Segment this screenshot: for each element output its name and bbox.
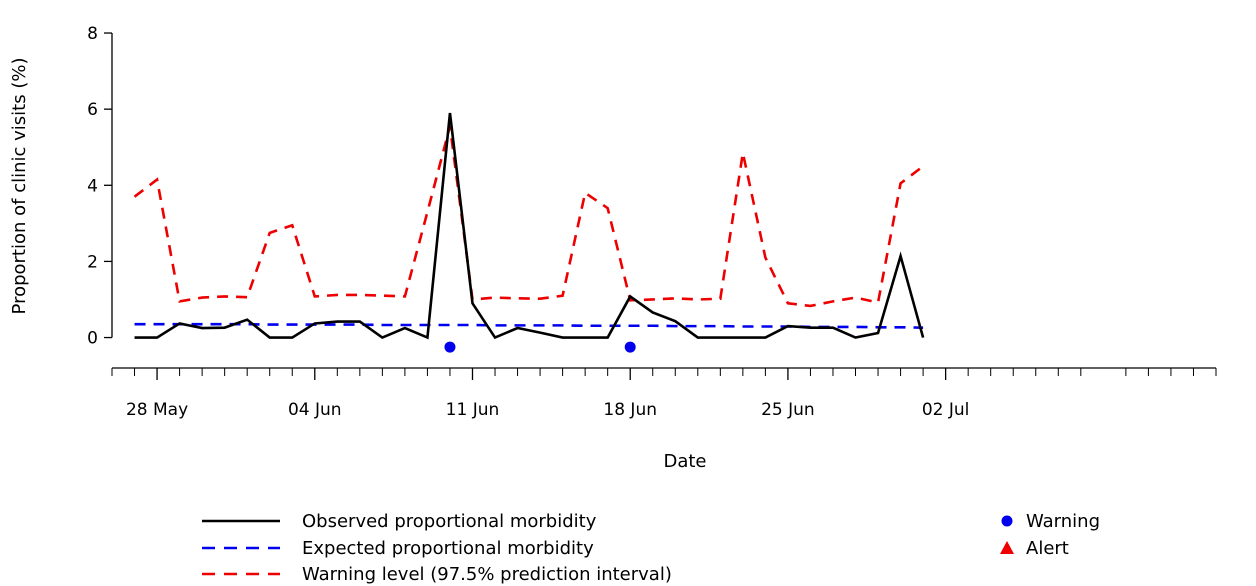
- y-tick-label: 4: [87, 176, 98, 196]
- y-tick-label: 2: [87, 252, 98, 272]
- y-axis-title: Proportion of clinic visits (%): [9, 58, 30, 315]
- legend-label: Observed proportional morbidity: [302, 511, 597, 532]
- x-axis-title: Date: [663, 451, 706, 472]
- legend-label: Warning: [1026, 511, 1100, 532]
- axes: 0 2 4 6 8 28 May 04 Jun 11 Jun 18 Jun 25 Jun 02 Ju…: [87, 24, 1217, 420]
- warning-marker: [624, 341, 636, 353]
- series-warning-level-97-5-prediction-interval: [133, 125, 924, 308]
- x-tick-label: 18 Jun: [603, 400, 657, 420]
- x-tick-label: 28 May: [126, 400, 188, 420]
- series-observed-proportional-morbidity: [134, 112, 925, 340]
- x-tick-label: 25 Jun: [761, 400, 815, 420]
- y-tick-label: 8: [87, 24, 98, 44]
- warning-marker: [444, 341, 456, 353]
- legend-alert-symbol: [1000, 541, 1014, 554]
- y-tick-label: 6: [87, 100, 98, 120]
- legend-label: Expected proportional morbidity: [302, 538, 594, 559]
- x-tick-label: 02 Jul: [922, 400, 970, 420]
- legend: Observed proportional morbidity Expected …: [202, 511, 1100, 585]
- legend-warning-symbol: [1001, 515, 1013, 527]
- x-tick-label: 04 Jun: [288, 400, 342, 420]
- plot-area: [133, 112, 925, 353]
- y-tick-label: 0: [87, 329, 98, 349]
- legend-label: Warning level (97.5% prediction interval…: [302, 564, 672, 585]
- legend-label: Alert: [1026, 538, 1069, 559]
- x-tick-label: 11 Jun: [446, 400, 500, 420]
